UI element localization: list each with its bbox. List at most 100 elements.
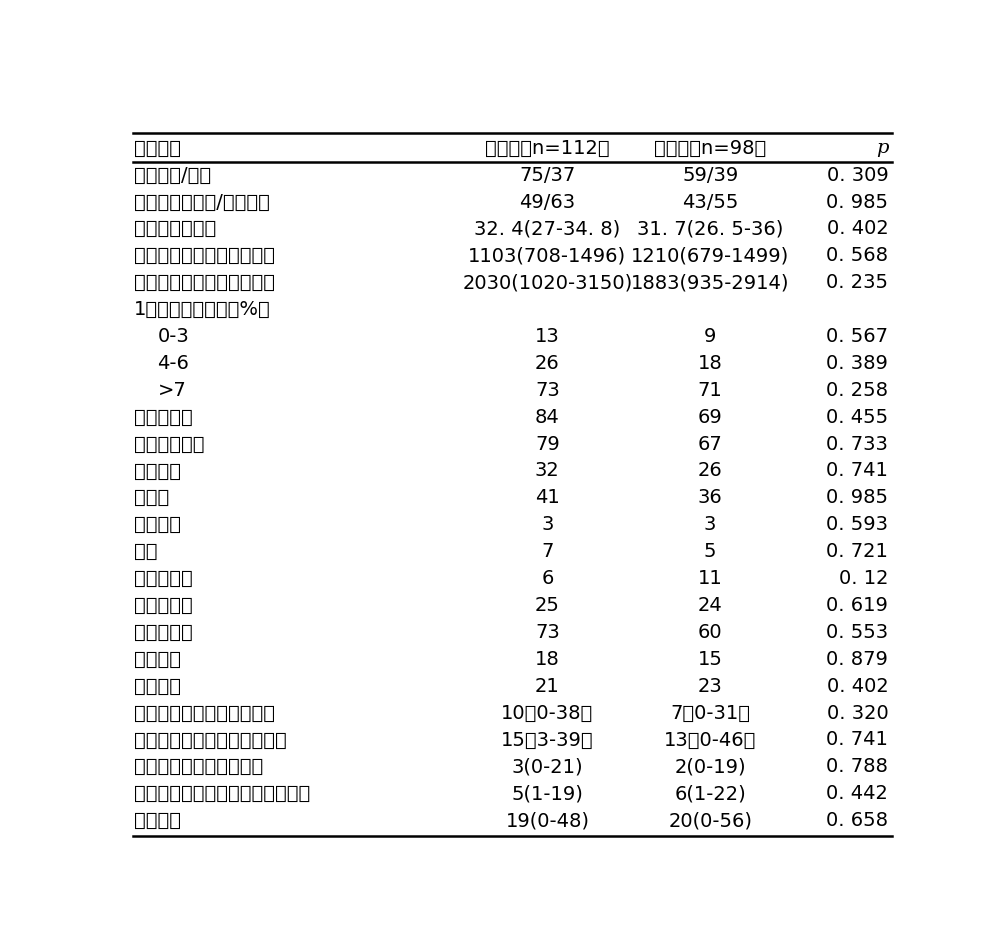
Text: 0. 879: 0. 879: [826, 650, 888, 668]
Text: 胃食管返流: 胃食管返流: [134, 569, 193, 588]
Text: 性别（男/女）: 性别（男/女）: [134, 166, 211, 185]
Text: 0. 258: 0. 258: [826, 381, 888, 400]
Text: 7: 7: [541, 543, 554, 561]
Text: 0. 788: 0. 788: [826, 758, 888, 776]
Text: 0. 402: 0. 402: [827, 219, 888, 238]
Text: 73: 73: [535, 623, 560, 642]
Text: 脸毒血症: 脸毒血症: [134, 515, 181, 534]
Text: 19(0-48): 19(0-48): [505, 811, 589, 830]
Text: 0. 402: 0. 402: [827, 677, 888, 696]
Text: 36: 36: [698, 488, 722, 507]
Text: 43/55: 43/55: [682, 192, 738, 211]
Text: 11: 11: [698, 569, 722, 588]
Text: 6(1-22): 6(1-22): [674, 784, 746, 803]
Text: 71: 71: [698, 381, 722, 400]
Text: 肠外营养使用天数（中位数）: 肠外营养使用天数（中位数）: [134, 730, 287, 749]
Text: 1103(708-1496): 1103(708-1496): [468, 247, 626, 266]
Text: 配方奶喜养: 配方奶喜养: [134, 623, 193, 642]
Text: 1883(935-2914): 1883(935-2914): [631, 273, 789, 292]
Text: 分娩方式（自然/剖宫产）: 分娩方式（自然/剖宫产）: [134, 192, 270, 211]
Text: 0. 733: 0. 733: [826, 434, 888, 453]
Text: 2(0-19): 2(0-19): [674, 758, 746, 776]
Text: 胎龄（中位数）: 胎龄（中位数）: [134, 219, 217, 238]
Text: 0. 389: 0. 389: [826, 354, 888, 373]
Text: 32: 32: [535, 462, 560, 481]
Text: 24: 24: [698, 596, 722, 615]
Text: 机械通气天数（中位数）: 机械通气天数（中位数）: [134, 758, 264, 776]
Text: 23: 23: [698, 677, 722, 696]
Text: 0. 455: 0. 455: [826, 407, 888, 426]
Text: 肺炎: 肺炎: [134, 543, 158, 561]
Text: 0. 741: 0. 741: [826, 730, 888, 749]
Text: 0. 553: 0. 553: [826, 623, 888, 642]
Text: 0. 567: 0. 567: [826, 327, 888, 346]
Text: 0. 985: 0. 985: [826, 488, 888, 507]
Text: 喜养不耐受: 喜养不耐受: [134, 596, 193, 615]
Text: 69: 69: [698, 407, 722, 426]
Text: 3: 3: [704, 515, 716, 534]
Text: 31. 7(26. 5-36): 31. 7(26. 5-36): [637, 219, 783, 238]
Text: 1分钟阿普加评分（%）: 1分钟阿普加评分（%）: [134, 300, 271, 319]
Text: 26: 26: [698, 462, 722, 481]
Text: 肺透明膜病: 肺透明膜病: [134, 407, 193, 426]
Text: 41: 41: [535, 488, 560, 507]
Text: 0-3: 0-3: [158, 327, 189, 346]
Text: 75/37: 75/37: [519, 166, 576, 185]
Text: 4-6: 4-6: [158, 354, 189, 373]
Text: 26: 26: [535, 354, 560, 373]
Text: 干预组（n=112）: 干预组（n=112）: [485, 139, 610, 158]
Text: 73: 73: [535, 381, 560, 400]
Text: 0. 721: 0. 721: [826, 543, 888, 561]
Text: 18: 18: [535, 650, 560, 668]
Text: 21: 21: [535, 677, 560, 696]
Text: 20(0-56): 20(0-56): [668, 811, 752, 830]
Text: 67: 67: [698, 434, 722, 453]
Text: 呼吸衰竭: 呼吸衰竭: [134, 462, 181, 481]
Text: p: p: [876, 139, 888, 157]
Text: 84: 84: [535, 407, 560, 426]
Text: 49/63: 49/63: [519, 192, 575, 211]
Text: 0. 309: 0. 309: [827, 166, 888, 185]
Text: 5: 5: [704, 543, 716, 561]
Text: 吸氧天数: 吸氧天数: [134, 811, 181, 830]
Text: 0. 658: 0. 658: [826, 811, 888, 830]
Text: 抗生素使用天数（中位数）: 抗生素使用天数（中位数）: [134, 704, 275, 723]
Text: 7（0-31）: 7（0-31）: [670, 704, 750, 723]
Text: 0. 593: 0. 593: [826, 515, 888, 534]
Text: 60: 60: [698, 623, 722, 642]
Text: 15: 15: [698, 650, 723, 668]
Text: >7: >7: [158, 381, 186, 400]
Text: 79: 79: [535, 434, 560, 453]
Text: 0. 568: 0. 568: [826, 247, 888, 266]
Text: 0. 442: 0. 442: [826, 784, 888, 803]
Text: 0. 741: 0. 741: [826, 462, 888, 481]
Text: 0. 235: 0. 235: [826, 273, 888, 292]
Text: 15（3-39）: 15（3-39）: [501, 730, 594, 749]
Text: 6: 6: [541, 569, 554, 588]
Text: 临床特点: 临床特点: [134, 139, 181, 158]
Text: 母乳喜养: 母乳喜养: [134, 650, 181, 668]
Text: 纳入研究时体重（中位数）: 纳入研究时体重（中位数）: [134, 247, 275, 266]
Text: 混合喜养: 混合喜养: [134, 677, 181, 696]
Text: 研究结束时体重（中位数）: 研究结束时体重（中位数）: [134, 273, 275, 292]
Text: 1210(679-1499): 1210(679-1499): [631, 247, 789, 266]
Text: 0. 12: 0. 12: [839, 569, 888, 588]
Text: 经鼻持续正压通气天数（中位数）: 经鼻持续正压通气天数（中位数）: [134, 784, 311, 803]
Text: 0. 320: 0. 320: [827, 704, 888, 723]
Text: 13: 13: [535, 327, 560, 346]
Text: 18: 18: [698, 354, 722, 373]
Text: 0. 619: 0. 619: [826, 596, 888, 615]
Text: 9: 9: [704, 327, 716, 346]
Text: 2030(1020-3150): 2030(1020-3150): [462, 273, 633, 292]
Text: 10（0-38）: 10（0-38）: [501, 704, 594, 723]
Text: 13（0-46）: 13（0-46）: [664, 730, 756, 749]
Text: 5(1-19): 5(1-19): [511, 784, 583, 803]
Text: 动脉导管未闭: 动脉导管未闭: [134, 434, 205, 453]
Text: 32. 4(27-34. 8): 32. 4(27-34. 8): [474, 219, 620, 238]
Text: 0. 985: 0. 985: [826, 192, 888, 211]
Text: 低血糖: 低血糖: [134, 488, 170, 507]
Text: 59/39: 59/39: [682, 166, 738, 185]
Text: 3(0-21): 3(0-21): [512, 758, 583, 776]
Text: 3: 3: [541, 515, 554, 534]
Text: 25: 25: [535, 596, 560, 615]
